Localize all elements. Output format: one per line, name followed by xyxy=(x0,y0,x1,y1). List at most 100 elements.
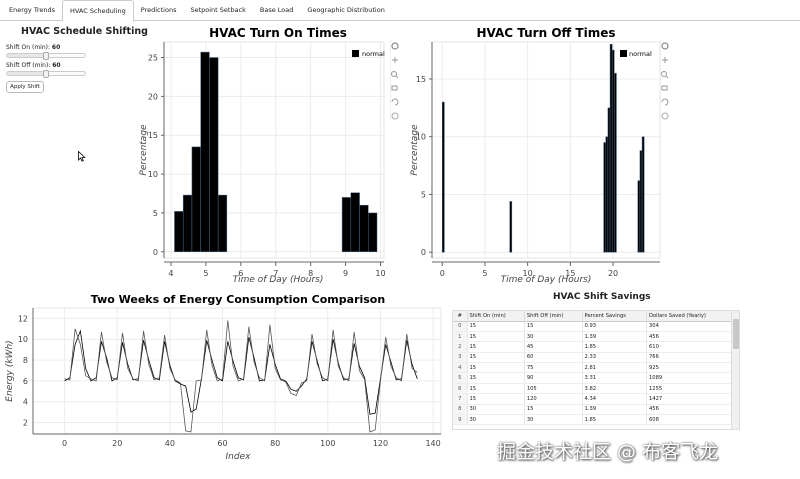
table-cell[interactable]: 90 xyxy=(524,372,583,384)
table-cell[interactable]: 1089 xyxy=(646,372,733,384)
tab-energy-trends[interactable]: Energy Trends xyxy=(9,6,55,14)
table-cell[interactable]: 120 xyxy=(524,393,583,405)
row-index[interactable]: 7 xyxy=(453,393,468,405)
table-cell[interactable]: 15 xyxy=(467,352,525,364)
table-cell[interactable]: 30 xyxy=(467,404,525,416)
column-header[interactable]: Shift On (min) xyxy=(467,311,525,322)
shift-on-handle[interactable] xyxy=(43,52,49,60)
turn-off-bar xyxy=(614,72,617,253)
table-row[interactable]: 0 15 15 0.93 304 xyxy=(453,321,733,332)
table-row[interactable]: 5 15 90 3.31 1089 xyxy=(453,372,733,384)
table-cell[interactable]: 456 xyxy=(646,331,733,343)
turn-on-move-icon[interactable] xyxy=(392,57,398,63)
column-header[interactable]: Shift Off (min) xyxy=(524,311,583,322)
row-index[interactable]: 9 xyxy=(453,414,468,426)
turn-off-help-icon[interactable] xyxy=(661,112,669,120)
table-cell[interactable]: 1.39 xyxy=(582,404,648,416)
row-index[interactable]: 0 xyxy=(453,321,468,332)
row-index[interactable]: 6 xyxy=(453,383,468,395)
table-cell[interactable]: 610 xyxy=(646,341,733,353)
table-cell[interactable]: 15 xyxy=(467,393,525,405)
turn-on-wheel-zoom-icon[interactable] xyxy=(391,71,399,79)
table-cell[interactable]: 15 xyxy=(467,372,525,384)
table-cell[interactable]: 45 xyxy=(524,341,583,353)
table-cell[interactable]: 75 xyxy=(524,362,583,374)
table-cell[interactable]: 456 xyxy=(646,404,733,416)
table-row[interactable]: 9 30 30 1.85 608 xyxy=(453,414,733,426)
table-scroll-thumb[interactable] xyxy=(733,319,739,349)
column-header[interactable]: Dollars Saved (Yearly) xyxy=(646,311,733,322)
table-cell[interactable]: 1427 xyxy=(646,393,733,405)
table-cell[interactable]: 15 xyxy=(467,362,525,374)
row-index[interactable]: 2 xyxy=(453,341,468,353)
table-row[interactable]: 1 15 30 1.39 456 xyxy=(453,331,733,343)
table-cell[interactable]: 2.33 xyxy=(582,352,648,364)
turn-on-ytick-label: 20 xyxy=(148,92,158,101)
table-cell[interactable]: 3.31 xyxy=(582,372,648,384)
tab-setpoint-setback[interactable]: Setpoint Setback xyxy=(190,6,246,14)
shift-off-slider[interactable] xyxy=(6,70,86,78)
row-index[interactable]: 1 xyxy=(453,331,468,343)
table-cell[interactable]: 0.93 xyxy=(582,321,648,332)
turn-off-box-zoom-icon[interactable] xyxy=(661,85,668,91)
column-header[interactable]: Percent Savings xyxy=(582,311,648,322)
table-row[interactable]: 6 15 105 3.82 1255 xyxy=(453,383,733,395)
table-cell[interactable]: 15 xyxy=(467,383,525,395)
table-cell[interactable]: 4.34 xyxy=(582,393,648,405)
table-cell[interactable]: 304 xyxy=(646,321,733,332)
table-scrollbar[interactable] xyxy=(731,311,739,429)
table-row[interactable]: 2 15 45 1.85 610 xyxy=(453,341,733,353)
table-cell[interactable]: 30 xyxy=(467,414,525,426)
tab-predictions[interactable]: Predictions xyxy=(140,6,177,14)
energy-line-chart: Two Weeks of Energy Consumption Comparis… xyxy=(5,293,442,462)
table-cell[interactable]: 925 xyxy=(646,362,733,374)
row-index[interactable]: 3 xyxy=(453,352,468,364)
turn-on-help-icon[interactable] xyxy=(391,112,399,120)
tab-base-load[interactable]: Base Load xyxy=(259,6,294,14)
table-cell[interactable]: 766 xyxy=(646,352,733,364)
turn-off-pan-icon[interactable] xyxy=(661,42,669,50)
table-cell[interactable]: 15 xyxy=(524,404,583,416)
table-cell[interactable]: 1.85 xyxy=(582,341,648,353)
table-row[interactable]: 7 15 120 4.34 1427 xyxy=(453,393,733,405)
energy-ytick-label: 10 xyxy=(18,335,28,344)
table-cell[interactable]: 15 xyxy=(467,341,525,353)
shift-off-handle[interactable] xyxy=(43,70,49,78)
table-cell[interactable]: 1.39 xyxy=(582,331,648,343)
savings-table[interactable]: # Shift On (min) Shift Off (min) Percent Sa… xyxy=(452,310,740,430)
row-index[interactable]: 8 xyxy=(453,404,468,416)
table-cell[interactable]: 105 xyxy=(524,383,583,395)
table-cell[interactable]: 60 xyxy=(524,352,583,364)
row-index[interactable]: 5 xyxy=(453,372,468,384)
table-row[interactable]: 3 15 60 2.33 766 xyxy=(453,352,733,364)
turn-on-reset-icon[interactable] xyxy=(391,98,399,106)
turn-off-wheel-zoom-icon[interactable] xyxy=(661,71,669,79)
table-cell[interactable]: 2.81 xyxy=(582,362,648,374)
shift-off-label: Shift Off (min): 60 xyxy=(6,62,61,69)
turn-on-pan-icon[interactable] xyxy=(391,42,399,50)
table-cell[interactable]: 15 xyxy=(467,321,525,332)
turn-on-bar xyxy=(359,204,369,253)
row-index[interactable]: 4 xyxy=(453,362,468,374)
table-cell[interactable]: 1.85 xyxy=(582,414,648,426)
table-cell[interactable]: 3.82 xyxy=(582,383,648,395)
turn-on-title: HVAC Turn On Times xyxy=(209,26,347,40)
turn-off-move-icon[interactable] xyxy=(662,57,668,63)
shift-on-slider[interactable] xyxy=(6,52,86,60)
table-cell[interactable]: 15 xyxy=(524,321,583,332)
table-cell[interactable]: 608 xyxy=(646,414,733,426)
column-header[interactable]: # xyxy=(453,311,468,322)
table-row[interactable]: 8 30 15 1.39 456 xyxy=(453,404,733,416)
table-cell[interactable]: 15 xyxy=(467,331,525,343)
tab-hvac-scheduling[interactable]: HVAC Scheduling xyxy=(62,0,134,22)
turn-on-box-zoom-icon[interactable] xyxy=(391,85,398,91)
table-cell[interactable]: 30 xyxy=(524,414,583,426)
table-row[interactable]: 4 15 75 2.81 925 xyxy=(453,362,733,374)
cursor-icon xyxy=(78,151,86,162)
table-header-row: # Shift On (min) Shift Off (min) Percent Sa… xyxy=(453,311,733,322)
turn-off-reset-icon[interactable] xyxy=(661,98,669,106)
apply-shift-button[interactable]: Apply Shift xyxy=(6,81,44,93)
tab-geographic-distribution[interactable]: Geographic Distribution xyxy=(307,6,385,14)
table-cell[interactable]: 30 xyxy=(524,331,583,343)
table-cell[interactable]: 1255 xyxy=(646,383,733,395)
